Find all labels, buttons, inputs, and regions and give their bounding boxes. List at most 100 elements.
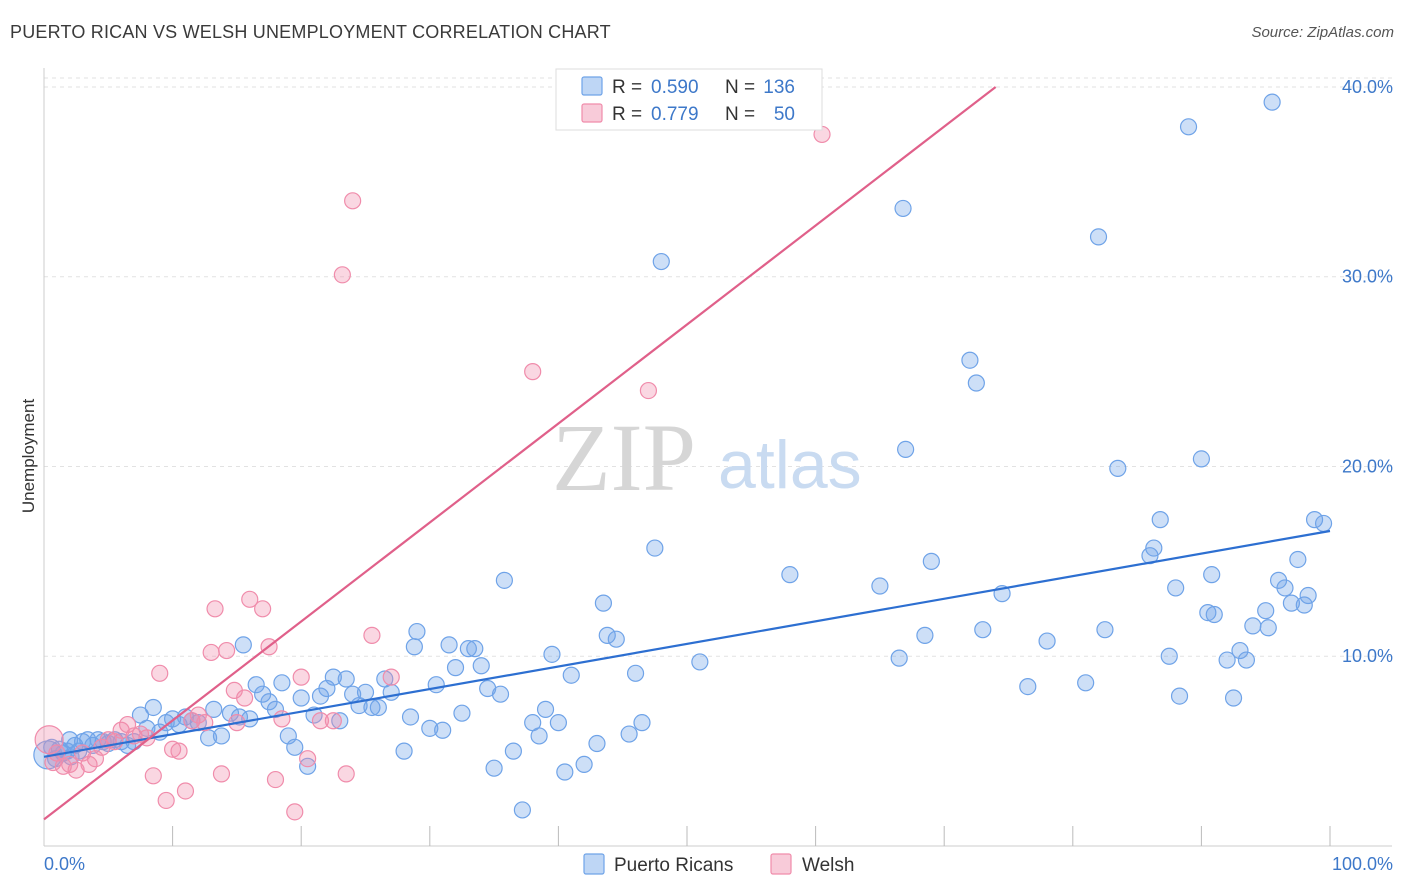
x-axis-ticks [172,826,1331,846]
puerto-ricans-point-101 [922,552,940,570]
puerto-ricans-point-106 [1019,678,1037,696]
puerto-ricans-point-103 [967,374,985,392]
puerto-ricans-point-124 [1224,689,1243,707]
legend-label-welsh: Welsh [802,855,854,876]
puerto-ricans-point-69 [466,640,484,658]
puerto-ricans-point-55 [369,698,387,717]
stats-r-value-0: 0.590 [651,77,699,98]
legend-swatch-welsh [770,853,792,875]
welsh-point-34 [254,600,272,618]
puerto-ricans-point-99 [897,440,915,459]
puerto-ricans-point-111 [1109,459,1127,477]
puerto-ricans-point-116 [1167,579,1185,597]
welsh-point-26 [202,643,220,662]
puerto-ricans-point-98 [894,199,912,218]
puerto-ricans-point-120 [1199,603,1217,622]
puerto-ricans-point-137 [1305,511,1324,529]
puerto-ricans-point-130 [1263,93,1281,111]
puerto-ricans-point-63 [427,676,445,694]
welsh-point-28 [212,765,231,783]
y-tick-label-0: 10.0% [1342,646,1393,666]
puerto-ricans-point-53 [356,683,375,701]
welsh-point-3 [54,757,72,775]
puerto-ricans-point-129 [1259,619,1277,637]
puerto-ricans-point-65 [440,636,458,654]
welsh-point-42 [324,712,342,730]
puerto-ricans-point-39 [266,700,285,718]
welsh-point-20 [164,740,182,758]
puerto-ricans-point-122 [1205,605,1223,624]
welsh-point-32 [236,689,254,707]
puerto-ricans-point-138 [1314,514,1333,533]
stats-n-value-1: 50 [774,104,795,125]
puerto-ricans-point-30 [205,700,223,718]
puerto-ricans-point-115 [1160,647,1178,665]
puerto-ricans-trendline [43,529,1331,758]
puerto-ricans-point-134 [1289,550,1307,569]
puerto-ricans-point-70 [472,657,490,675]
welsh-point-18 [151,664,169,682]
welsh-point-17 [144,767,162,785]
puerto-ricans-point-75 [504,742,522,760]
puerto-ricans-point-60 [405,638,423,656]
welsh-point-48 [524,363,542,381]
welsh-point-47 [382,668,400,686]
y-tick-label-2: 30.0% [1342,267,1393,287]
welsh-point-46 [363,626,381,644]
puerto-ricans-points [33,93,1333,819]
puerto-ricans-point-89 [620,725,638,743]
stats-n-label-1: N = [725,104,755,125]
puerto-ricans-point-93 [652,252,670,271]
welsh-point-45 [344,192,362,210]
puerto-ricans-point-48 [324,668,342,686]
y-tick-label-1: 20.0% [1342,456,1393,476]
puerto-ricans-point-78 [530,727,548,745]
trendlines [43,86,1331,821]
welsh-point-22 [176,782,195,800]
y-tick-label-3: 40.0% [1342,77,1393,97]
welsh-point-21 [170,742,188,760]
puerto-ricans-point-83 [562,666,580,684]
puerto-ricans-point-94 [691,653,709,671]
welsh-point-41 [311,712,330,730]
puerto-ricans-point-92 [646,539,664,557]
welsh-trendline [43,86,997,821]
puerto-ricans-point-135 [1295,596,1313,614]
stats-r-label-0: R = [612,77,642,98]
x-tick-label-1: 100.0% [1332,854,1393,874]
stats-r-label-1: R = [612,104,642,125]
puerto-ricans-point-84 [575,755,593,774]
welsh-point-29 [218,641,236,660]
puerto-ricans-point-127 [1244,617,1262,635]
y-tick-labels: 10.0% 20.0% 30.0% 40.0% [1342,77,1393,666]
legend-swatch-puerto-ricans [583,853,605,875]
welsh-point-19 [157,791,175,810]
puerto-ricans-point-67 [453,704,471,722]
welsh-point-39 [292,668,310,686]
puerto-ricans-point-81 [549,714,568,732]
axes [43,68,1392,847]
welsh-point-25 [196,714,214,732]
puerto-ricans-point-139 [61,731,79,749]
puerto-ricans-point-114 [1151,511,1169,529]
puerto-ricans-point-68 [459,640,477,658]
x-tick-label-0: 0.0% [44,854,85,874]
stats-n-value-0: 136 [763,77,795,98]
gridlines [44,77,1392,657]
puerto-ricans-point-85 [588,734,606,753]
x-tick-labels: 0.0% 100.0% [44,854,1393,874]
welsh-point-43 [337,765,355,783]
welsh-point-27 [206,600,224,618]
puerto-ricans-point-61 [408,622,426,641]
welsh-point-44 [333,266,351,284]
stats-legend-swatch-puerto-ricans [581,76,603,96]
puerto-ricans-point-74 [495,571,513,589]
puerto-ricans-point-36 [247,676,265,694]
puerto-ricans-point-123 [1218,651,1236,669]
puerto-ricans-point-113 [1145,539,1163,557]
puerto-ricans-point-121 [1203,566,1221,584]
puerto-ricans-point-64 [434,721,452,739]
puerto-ricans-point-82 [556,763,574,781]
puerto-ricans-point-66 [446,659,465,677]
